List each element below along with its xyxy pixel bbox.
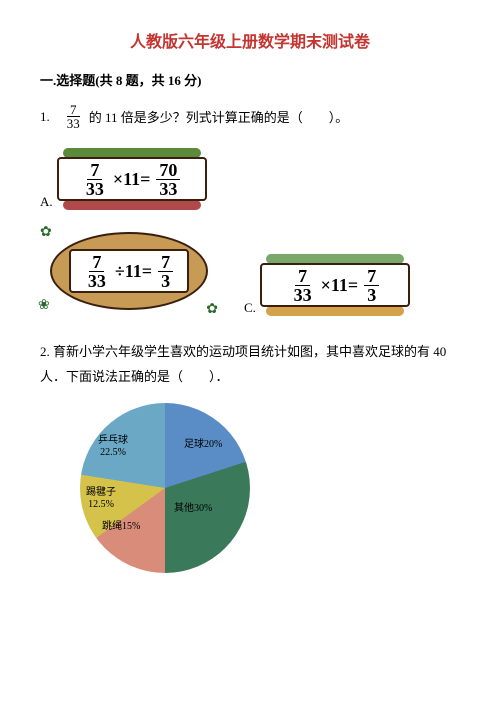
sign-b-expr: 733÷11=73 <box>69 249 189 293</box>
leaf-icon: ✿ <box>206 301 218 318</box>
leaf-icon: ✿ <box>40 224 52 241</box>
q1-number: 1. <box>40 109 50 125</box>
q1-fraction: 7 33 <box>64 103 83 130</box>
option-a-label: A. <box>40 194 53 210</box>
option-c: C. 733×11=73 <box>244 254 410 316</box>
option-b: ✿ ❀ ✿ 733÷11=73 <box>40 226 214 316</box>
sign-c-expr: 733×11=73 <box>260 263 410 307</box>
option-a: A. 733×11=7033 <box>40 148 207 210</box>
pie-slice-label: 乒乓球22.5% <box>98 435 128 459</box>
leaf-icon: ❀ <box>38 297 50 314</box>
option-c-label: C. <box>244 300 256 316</box>
sign-c: 733×11=73 <box>260 254 410 316</box>
pie-slice-label: 其他30% <box>174 503 212 515</box>
sign-a: 733×11=7033 <box>57 148 207 210</box>
pie-slice-label: 跳绳15% <box>102 521 140 533</box>
sign-a-expr: 733×11=7033 <box>57 157 207 201</box>
question-1: 1. 7 33 的 11 倍是多少？列式计算正确的是（ ）。 <box>40 103 460 130</box>
section-heading: 一.选择题(共 8 题，共 16 分) <box>40 70 460 89</box>
pie-slice-label: 足球20% <box>184 439 222 451</box>
option-row-2: ✿ ❀ ✿ 733÷11=73 C. 733×11=73 <box>40 226 460 316</box>
question-2: 2. 育新小学六年级学生喜欢的运动项目统计如图，其中喜欢足球的有 40 人．下面… <box>40 340 460 389</box>
q1-text: 的 11 倍是多少？列式计算正确的是（ ）。 <box>89 107 349 126</box>
pie-chart-wrap: 足球20% 其他30% 跳绳15% 踢毽子12.5% 乒乓球22.5% <box>80 403 460 573</box>
page-title: 人教版六年级上册数学期末测试卷 <box>40 28 460 52</box>
pie-slice-label: 踢毽子12.5% <box>86 487 116 511</box>
pie-chart: 足球20% 其他30% 跳绳15% 踢毽子12.5% 乒乓球22.5% <box>80 403 250 573</box>
option-row-1: A. 733×11=7033 <box>40 148 460 210</box>
sign-b: ✿ ❀ ✿ 733÷11=73 <box>44 226 214 316</box>
